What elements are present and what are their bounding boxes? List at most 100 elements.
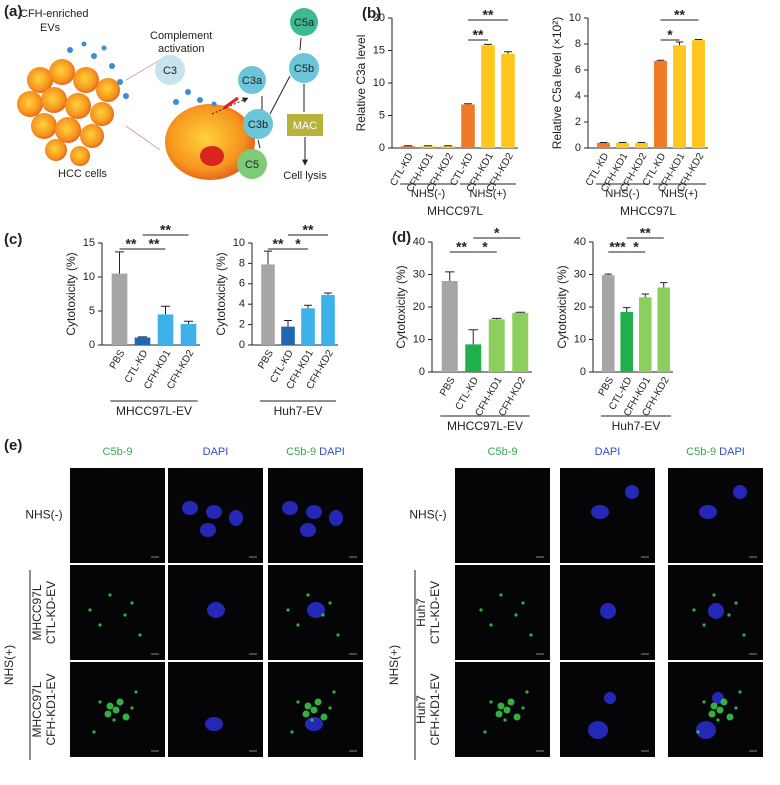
node-label: C5b (294, 63, 314, 75)
image-frame (70, 565, 165, 660)
nucleus (696, 721, 716, 739)
bar (673, 45, 686, 148)
y-tick-label: 0 (419, 366, 425, 378)
bar (421, 146, 435, 148)
nucleus (708, 603, 724, 619)
stain (112, 706, 120, 714)
y-axis-label: Cytotoxicity (%) (394, 265, 408, 348)
node-label: C5a (294, 17, 315, 29)
bar (488, 319, 505, 372)
header-part: C5b-9 (686, 446, 716, 458)
row-label: MHCC97L (30, 584, 44, 640)
micrograph (168, 468, 263, 563)
stain (332, 690, 336, 694)
stain (507, 698, 515, 706)
y-tick-label: 10 (373, 77, 385, 89)
y-tick-label: 20 (373, 12, 385, 24)
bar (111, 273, 128, 345)
diagram-label: activation (158, 43, 204, 55)
y-tick-label: 30 (574, 268, 586, 280)
stain (495, 710, 503, 718)
y-tick-label: 10 (83, 271, 95, 283)
stain (702, 700, 706, 704)
bar (261, 264, 275, 345)
node-label: C3b (248, 119, 268, 131)
row-label: Huh7 (414, 695, 428, 724)
y-tick-label: 5 (89, 305, 95, 317)
error-bar (515, 311, 525, 313)
bar (401, 146, 415, 148)
stain (112, 718, 116, 722)
x-tick-label: PBS (108, 348, 128, 371)
x-tick-label: PBS (438, 375, 458, 398)
y-axis-label: Cytotoxicity (%) (555, 265, 569, 348)
x-axis-label: MHCC97L (620, 204, 676, 218)
y-tick-label: 0 (580, 366, 586, 378)
stain (336, 633, 340, 637)
significance-label: * (295, 236, 301, 252)
nucleus (206, 505, 222, 519)
y-tick-label: 0 (239, 339, 245, 351)
error-bar (484, 43, 492, 46)
bar (597, 142, 610, 148)
hcc-cells (17, 41, 129, 166)
stain (320, 713, 328, 721)
row-label: CFH-KD1-EV (428, 673, 442, 745)
stain (106, 702, 114, 710)
bar (616, 142, 629, 148)
significance-label: ** (160, 222, 171, 238)
bar (301, 308, 315, 345)
x-axis-label: MHCC97L-EV (447, 419, 523, 433)
stain (521, 706, 525, 710)
y-tick-label: 0 (379, 142, 385, 154)
stain (116, 698, 124, 706)
row-label: NHS(-) (409, 508, 446, 522)
stain (734, 601, 738, 605)
bar (134, 337, 151, 345)
x-axis-label: Huh7-EV (274, 404, 323, 418)
error-bar (504, 51, 512, 54)
diagram-label: Cell lysis (283, 170, 327, 182)
significance-label: ** (456, 239, 467, 255)
error-bar (604, 273, 612, 276)
node-label: MAC (293, 120, 318, 132)
column-header: C5b-9 DAPI (286, 446, 345, 458)
y-tick-label: 5 (379, 109, 385, 121)
condition-label: NHS(+) (2, 645, 16, 685)
significance-label: * (482, 239, 488, 255)
node (155, 55, 185, 85)
node (237, 149, 267, 179)
y-tick-label: 15 (83, 237, 95, 249)
error-bar (675, 41, 684, 46)
nucleus (200, 523, 216, 537)
significance-label: * (667, 27, 673, 43)
x-tick-label: PBS (256, 348, 276, 371)
stain (716, 706, 724, 714)
nucleus (591, 505, 609, 519)
nucleus (307, 602, 325, 618)
stain (290, 730, 294, 734)
stain (306, 593, 310, 597)
node (238, 66, 266, 94)
nucleus (305, 717, 323, 731)
node-label: C3 (163, 65, 177, 77)
stain (513, 713, 521, 721)
group-label: NHS(+) (470, 188, 507, 200)
column-header: C5b-9 DAPI (686, 446, 745, 458)
error-bar (468, 329, 478, 345)
bar (638, 297, 652, 372)
y-tick-label: 4 (239, 298, 245, 310)
header-part: C5b-9 (286, 446, 316, 458)
condition-label: NHS(+) (387, 645, 401, 685)
image-frame (455, 565, 550, 660)
stain (708, 710, 716, 718)
stain (712, 593, 716, 597)
stain (734, 706, 738, 710)
y-tick-label: 6 (575, 64, 581, 76)
x-axis-label: MHCC97L-EV (116, 404, 192, 418)
bar (657, 287, 671, 372)
panel-label: (b) (362, 5, 381, 22)
